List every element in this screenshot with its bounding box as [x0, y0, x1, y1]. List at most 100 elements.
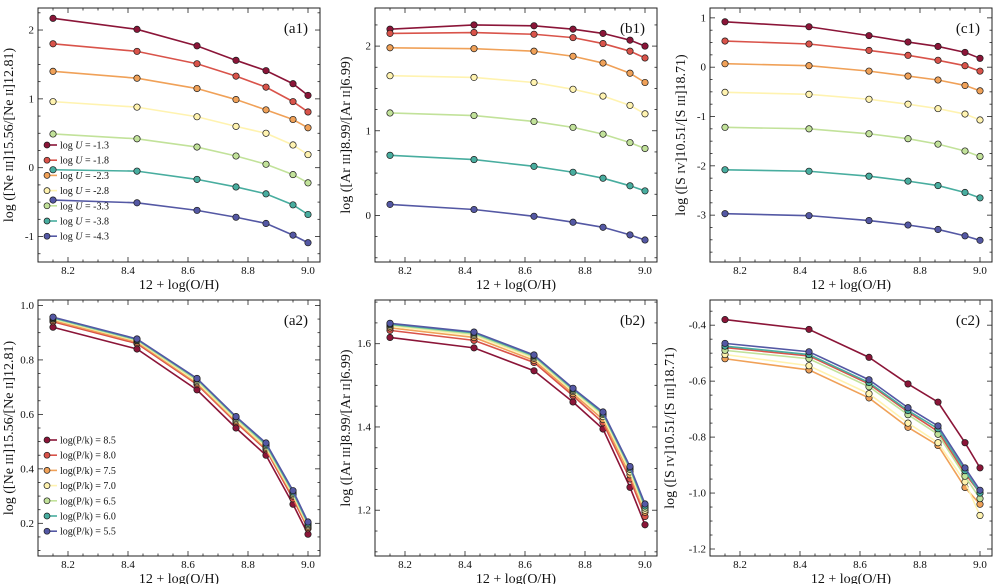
- legend-marker: [43, 451, 51, 459]
- series-line: [724, 342, 981, 491]
- series-line: [52, 316, 309, 524]
- y-axis-label: log ([Ne III]15.56/[Ne II]12.81): [2, 341, 17, 516]
- data-point: [262, 439, 270, 447]
- x-tick-label: 8.6: [518, 265, 532, 277]
- x-tick-label: 8.8: [913, 265, 927, 277]
- legend-label: log(P/k) = 6.0: [60, 512, 116, 523]
- data-point: [961, 48, 969, 56]
- x-tick-label: 8.4: [793, 559, 807, 571]
- data-point: [934, 105, 942, 113]
- data-point: [805, 90, 813, 98]
- data-point: [262, 129, 270, 137]
- data-point: [262, 190, 270, 198]
- data-point: [386, 151, 394, 159]
- series-5: [49, 130, 312, 187]
- y-tick-label: -0.4: [689, 320, 707, 332]
- x-tick-label: 8.8: [578, 559, 592, 571]
- data-point: [904, 404, 912, 412]
- data-point: [569, 85, 577, 93]
- y-tick-label: -1.2: [689, 544, 706, 556]
- x-tick-label: 8.4: [121, 559, 135, 571]
- data-point: [193, 175, 201, 183]
- data-point: [865, 390, 873, 398]
- data-point: [386, 109, 394, 117]
- panel-label: (c1): [956, 21, 980, 37]
- data-point: [805, 62, 813, 70]
- plot-frame: [37, 7, 321, 263]
- data-point: [641, 500, 649, 508]
- data-point: [599, 408, 607, 416]
- data-point: [865, 376, 873, 384]
- series-4: [721, 88, 984, 124]
- series-line: [389, 24, 646, 47]
- series-line: [52, 17, 309, 97]
- data-point: [865, 217, 873, 225]
- data-point: [470, 45, 478, 53]
- x-tick-label: 8.8: [241, 265, 255, 277]
- x-axis-label: 12 + log(O/H): [139, 572, 220, 584]
- y-tick-label: 0.4: [20, 463, 34, 475]
- series-5: [721, 346, 984, 503]
- x-tick-label: 8.8: [578, 265, 592, 277]
- data-point: [470, 328, 478, 336]
- data-point: [386, 72, 394, 80]
- series-line: [724, 91, 981, 121]
- data-point: [599, 130, 607, 138]
- data-point: [865, 130, 873, 138]
- data-point: [805, 348, 813, 356]
- data-point: [49, 67, 57, 75]
- data-point: [289, 201, 297, 209]
- legend-marker: [43, 436, 51, 444]
- series-6: [721, 166, 984, 202]
- legend-marker: [43, 202, 51, 210]
- series-line: [724, 62, 981, 92]
- panel-c2: 8.2 8.4 8.6 8.8 9.0 -1.2 -1.0 -0.8 -0.6 -0.4 12 + …: [663, 299, 993, 584]
- data-point: [961, 62, 969, 70]
- data-point: [626, 69, 634, 77]
- data-point: [530, 22, 538, 30]
- data-point: [193, 60, 201, 68]
- data-point: [599, 59, 607, 67]
- data-point: [641, 187, 649, 195]
- data-point: [961, 147, 969, 155]
- series-line: [389, 31, 646, 59]
- series-3: [386, 324, 649, 516]
- legend-label: log(P/k) = 8.5: [60, 436, 116, 447]
- data-point: [289, 171, 297, 179]
- y-tick-label: 1.6: [357, 338, 371, 350]
- data-point: [193, 143, 201, 151]
- data-point: [530, 30, 538, 38]
- y-tick-label: -1.0: [689, 488, 707, 500]
- y-tick-label: 2: [29, 25, 35, 37]
- x-tick-label: 8.2: [733, 265, 747, 277]
- legend-marker: [43, 512, 51, 520]
- x-tick-label: 8.2: [398, 559, 412, 571]
- data-point: [976, 87, 984, 95]
- data-point: [626, 47, 634, 55]
- data-point: [805, 212, 813, 220]
- data-point: [904, 177, 912, 185]
- data-point: [961, 232, 969, 240]
- data-point: [599, 40, 607, 48]
- legend-label: log U = -1.3: [60, 141, 109, 152]
- x-tick-label: 9.0: [638, 559, 652, 571]
- data-point: [865, 353, 873, 361]
- x-tick-label: 8.2: [398, 265, 412, 277]
- data-point: [641, 78, 649, 87]
- series-line: [52, 42, 309, 113]
- legend-label: log U = -2.3: [60, 171, 109, 182]
- data-point: [934, 76, 942, 84]
- series-7: [721, 339, 984, 494]
- series-2: [721, 37, 984, 75]
- series-line: [52, 70, 309, 129]
- data-point: [569, 398, 577, 406]
- data-point: [386, 333, 394, 342]
- series-4: [49, 98, 312, 159]
- y-tick-label: 0.6: [20, 409, 34, 421]
- series-line: [724, 318, 981, 469]
- data-point: [530, 367, 538, 375]
- x-tick-label: 8.8: [913, 559, 927, 571]
- x-axis-label: 12 + log(O/H): [139, 278, 220, 293]
- data-point: [961, 439, 969, 447]
- data-point: [133, 74, 141, 82]
